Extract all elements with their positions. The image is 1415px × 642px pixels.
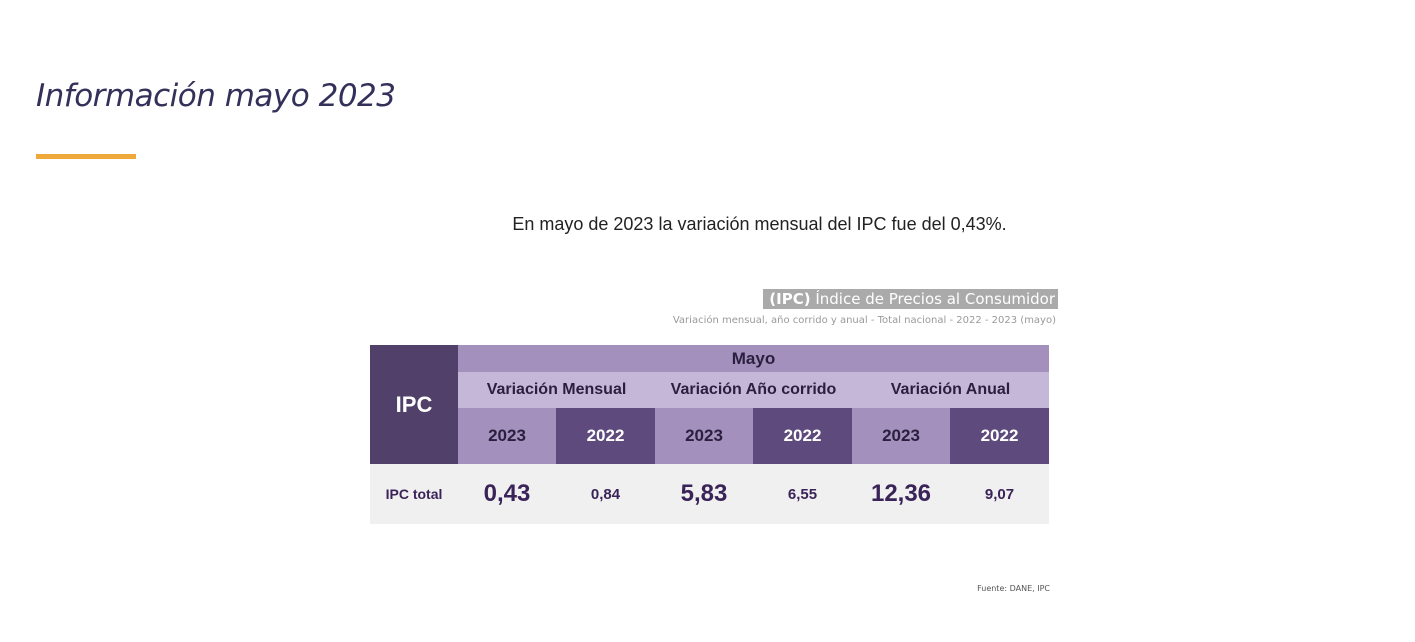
table-cell-value: 0,84 [590, 485, 621, 503]
table-year-header: 2022 [753, 408, 852, 464]
table-row-label: IPC total [385, 486, 443, 502]
table-year-header: 2023 [655, 408, 753, 464]
source-note: Fuente: DANE, IPC [977, 584, 1050, 593]
infographic-header: (IPC) Índice de Precios al Consumidor [763, 289, 1058, 309]
table-cell-value: 6,55 [787, 485, 818, 503]
table-cell-value: 9,07 [984, 485, 1015, 503]
intro-text: En mayo de 2023 la variación mensual del… [512, 214, 1007, 234]
table-cell-value: 0,43 [483, 480, 531, 507]
table-row-background [370, 464, 1049, 524]
table-cell-value: 5,83 [680, 480, 728, 507]
table-period-header-monthly: Variación Mensual [458, 372, 655, 408]
table-period-header-ytd: Variación Año corrido [655, 372, 852, 408]
table-year-header: 2022 [950, 408, 1049, 464]
table-year-header: 2022 [556, 408, 655, 464]
table-corner-label: IPC [370, 345, 458, 464]
table-month-header: Mayo [458, 345, 1049, 372]
infographic-header-text: Índice de Precios al Consumidor [810, 290, 1055, 308]
table-cell-value: 12,36 [870, 480, 932, 507]
table-period-header-annual: Variación Anual [852, 372, 1049, 408]
title-underline [36, 154, 136, 159]
section-title: Información mayo 2023 [36, 78, 396, 114]
ipc-infographic: (IPC) Índice de Precios al Consumidor Va… [360, 286, 1060, 600]
table-year-header: 2023 [458, 408, 556, 464]
ipc-table: IPC Mayo Variación Mensual Variación Año… [370, 345, 1049, 524]
infographic-subtitle: Variación mensual, año corrido y anual -… [672, 315, 1056, 326]
infographic-header-bold: (IPC) [769, 290, 811, 308]
table-year-header: 2023 [852, 408, 950, 464]
